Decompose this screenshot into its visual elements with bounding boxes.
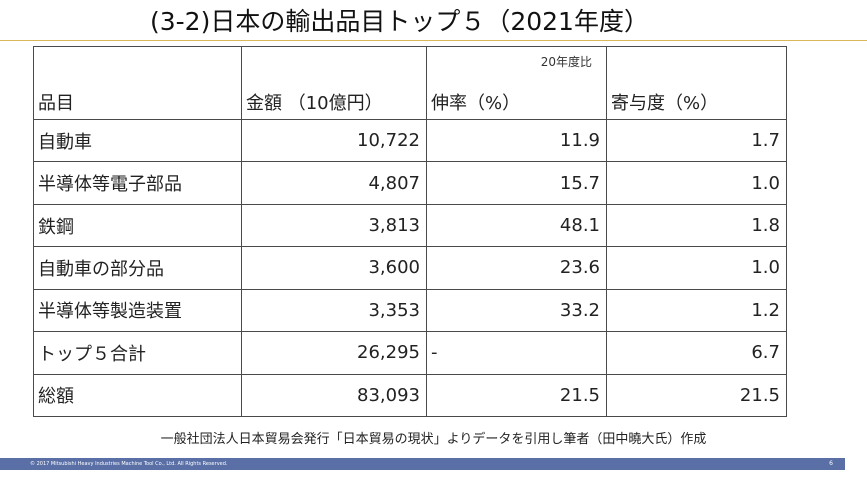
header-note: 20年度比 — [540, 55, 592, 69]
cell-contribution: 1.7 — [606, 118, 787, 163]
page-number: 6 — [829, 460, 833, 467]
cell-amount: 26,295 — [241, 331, 427, 375]
cell-item: 鉄鋼 — [33, 203, 242, 248]
table-row: 自動車 10,722 11.9 1.7 — [33, 118, 787, 163]
cell-item: トップ５合計 — [33, 331, 242, 375]
table-row: トップ５合計 26,295 - 6.7 — [33, 331, 787, 375]
cell-growth: 33.2 — [426, 288, 607, 333]
cell-amount: 10,722 — [241, 118, 427, 163]
cell-growth: 48.1 — [426, 203, 607, 248]
cell-item: 自動車の部分品 — [33, 246, 242, 290]
cell-amount: 3,600 — [241, 246, 427, 290]
header-item: 品目 — [33, 46, 242, 120]
cell-amount: 4,807 — [241, 161, 427, 205]
header-growth-label: 伸率（%） — [431, 93, 521, 114]
cell-contribution: 6.7 — [606, 331, 787, 375]
cell-growth: - — [426, 331, 607, 375]
cell-contribution: 1.0 — [606, 161, 787, 205]
cell-growth: 11.9 — [426, 118, 607, 163]
cell-item: 半導体等製造装置 — [33, 288, 242, 333]
table-header-row: 品目 金額 （10億円） 20年度比 伸率（%） 寄与度（%） — [33, 46, 787, 120]
cell-amount: 3,353 — [241, 288, 427, 333]
source-note: 一般社団法人日本貿易会発行「日本貿易の現状」よりデータを引用し筆者（田中曉大氏）… — [160, 432, 707, 447]
table-row: 鉄鋼 3,813 48.1 1.8 — [33, 203, 787, 248]
cell-contribution: 1.0 — [606, 246, 787, 290]
cell-item: 半導体等電子部品 — [33, 161, 242, 205]
title-divider — [0, 40, 867, 41]
table-row: 半導体等製造装置 3,353 33.2 1.2 — [33, 288, 787, 333]
slide-title: (3-2)日本の輸出品目トップ５（2021年度） — [150, 7, 649, 36]
cell-contribution: 1.2 — [606, 288, 787, 333]
cell-growth: 15.7 — [426, 161, 607, 205]
export-table: 品目 金額 （10億円） 20年度比 伸率（%） 寄与度（%） 自動車 10,7… — [33, 46, 787, 418]
cell-contribution: 1.8 — [606, 203, 787, 248]
cell-item: 総額 — [33, 373, 242, 418]
cell-amount: 3,813 — [241, 203, 427, 248]
cell-growth: 21.5 — [426, 373, 607, 418]
footer-copyright: © 2017 Mitsubishi Heavy Industries Machi… — [30, 461, 228, 467]
cell-contribution: 21.5 — [606, 373, 787, 418]
table-row: 総額 83,093 21.5 21.5 — [33, 373, 787, 418]
header-amount: 金額 （10億円） — [241, 46, 427, 120]
cell-item: 自動車 — [33, 118, 242, 163]
cell-growth: 23.6 — [426, 246, 607, 290]
table-row: 自動車の部分品 3,600 23.6 1.0 — [33, 246, 787, 290]
footer-bar: © 2017 Mitsubishi Heavy Industries Machi… — [0, 458, 845, 470]
header-contribution: 寄与度（%） — [606, 46, 787, 120]
table-row: 半導体等電子部品 4,807 15.7 1.0 — [33, 161, 787, 205]
header-growth: 20年度比 伸率（%） — [426, 46, 607, 120]
cell-amount: 83,093 — [241, 373, 427, 418]
